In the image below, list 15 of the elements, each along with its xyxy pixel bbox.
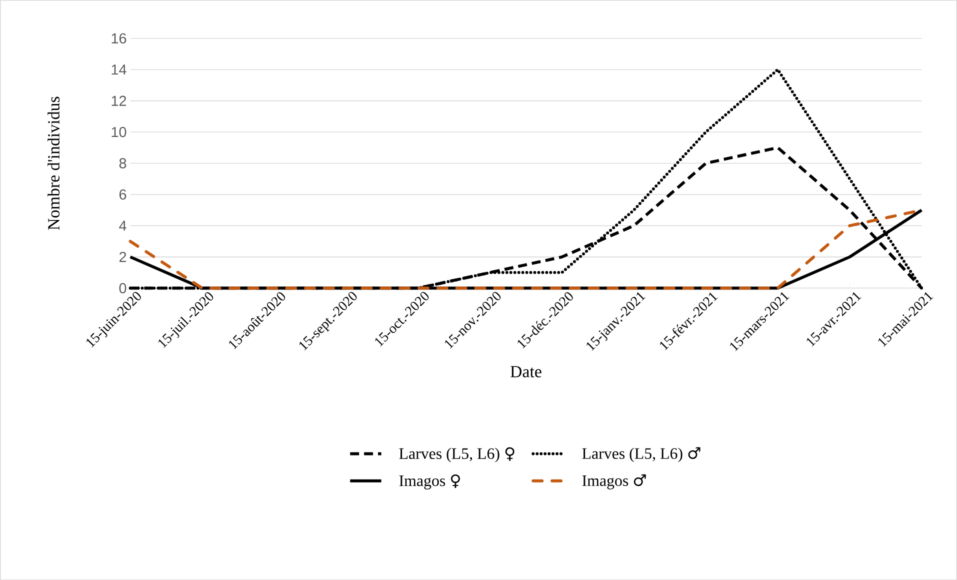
legend-label: Larves (L5, L6) ♀ bbox=[399, 447, 514, 462]
y-tick-label: 0 bbox=[119, 282, 126, 294]
y-tick-label: 14 bbox=[112, 64, 126, 74]
y-tick-label: 4 bbox=[119, 220, 126, 231]
y-tick-label: 16 bbox=[112, 33, 126, 44]
y-tick-label: 10 bbox=[112, 126, 126, 137]
legend-label: Larves (L5, L6) ♂ bbox=[582, 447, 700, 462]
legend-label: Imagos ♀ bbox=[399, 474, 460, 490]
y-tick-label: 8 bbox=[119, 158, 126, 168]
x-axis-title: Date bbox=[510, 366, 542, 378]
legend-label: Imagos ♂ bbox=[582, 474, 646, 490]
y-tick-label: 12 bbox=[112, 96, 126, 106]
y-tick-label: 6 bbox=[119, 189, 126, 200]
y-axis-title: Nombre d'individus bbox=[48, 96, 60, 230]
y-tick-label: 2 bbox=[119, 252, 126, 262]
